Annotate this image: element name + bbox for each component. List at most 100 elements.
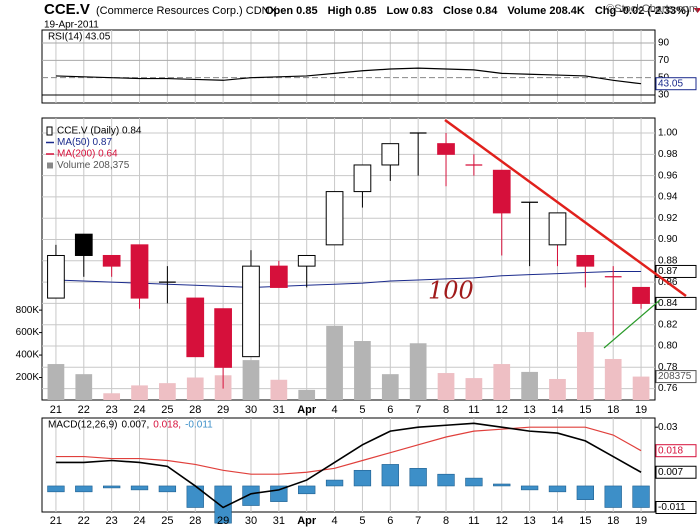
- value-box: 208375: [655, 370, 697, 384]
- x-tick-label: 5: [359, 515, 365, 527]
- x-tick-label: 30: [245, 404, 257, 416]
- legend-icon: [46, 126, 53, 136]
- x-tick-label: 24: [133, 404, 145, 416]
- histogram-bar: [409, 468, 427, 487]
- volume-bar: [159, 383, 176, 400]
- volume-bar: [632, 376, 650, 400]
- value-box-bg: [655, 444, 697, 458]
- candle-body: [74, 233, 93, 256]
- y-tick-label: 0.76: [658, 383, 678, 394]
- y2-tick-label: 400K: [16, 350, 40, 361]
- y-tick-label: 90: [658, 38, 670, 49]
- x-tick-label: 29: [217, 515, 229, 527]
- x-tick-label: 29: [217, 404, 229, 416]
- candle: [269, 260, 288, 288]
- legend-label: MA(50) 0.87: [57, 137, 112, 148]
- value-box: -0.011: [655, 500, 697, 514]
- histogram-bar: [576, 485, 594, 500]
- y-tick-label: 0.80: [658, 341, 678, 352]
- x-tick-label: 6: [387, 404, 393, 416]
- volume-bar: [354, 341, 371, 400]
- y2-tick-label: 200K: [16, 372, 40, 383]
- quote-item: High 0.85: [328, 5, 377, 17]
- candle: [521, 201, 538, 267]
- x-tick-label: 25: [161, 404, 173, 416]
- quote: Open 0.85 High 0.85 Low 0.83 Close 0.84 Volu…: [265, 5, 700, 17]
- ma-line: [55, 270, 642, 288]
- x-tick-label: 15: [579, 515, 591, 527]
- panel-frame: [41, 29, 656, 104]
- value-box-bg: [655, 370, 697, 384]
- candle: [492, 169, 511, 256]
- volume-bar: [186, 377, 204, 400]
- x-tick-label: 7: [415, 404, 421, 416]
- panel-frame: [41, 417, 656, 513]
- volume-bar: [47, 364, 65, 400]
- value-box: 0.007: [655, 465, 697, 479]
- value-box-bg: [655, 500, 697, 514]
- volume-bar: [437, 373, 455, 400]
- change-arrow: [693, 8, 700, 13]
- x-tick-label: 24: [133, 515, 145, 527]
- x-tick-label: 12: [496, 404, 508, 416]
- annotation: 100: [428, 277, 474, 305]
- x-tick-label: 31: [273, 404, 285, 416]
- y-tick-label: 0.94: [658, 192, 678, 203]
- volume-bar: [576, 332, 594, 400]
- histogram-bar: [325, 479, 344, 487]
- value-box-bg: [655, 77, 697, 91]
- macd-title: MACD(12,26,9): [48, 420, 117, 431]
- candle-body: [297, 254, 316, 267]
- quote-item: Volume 208.4K: [507, 5, 584, 17]
- candle: [186, 297, 205, 358]
- y-tick-label: 0.03: [658, 422, 678, 433]
- histogram-bar: [465, 477, 483, 487]
- volume-bar: [381, 374, 399, 400]
- quote-item: Chg -0.02 (-2.33%): [595, 5, 690, 17]
- x-tick-label: 13: [523, 404, 535, 416]
- macd-title: 0.007,: [121, 420, 149, 431]
- candle: [159, 266, 176, 304]
- value-box-bg: [655, 465, 697, 479]
- candle: [604, 266, 622, 336]
- volume-bar: [103, 393, 121, 400]
- candle: [437, 133, 455, 187]
- x-tick-label: 6: [387, 515, 393, 527]
- volume-bar: [604, 358, 622, 400]
- x-tick-label: 4: [332, 404, 338, 416]
- candle: [242, 250, 260, 358]
- volume-bar: [298, 389, 316, 400]
- value-box-label: 43.05: [658, 78, 683, 89]
- candle: [353, 164, 372, 208]
- quote-item: Close 0.84: [443, 5, 498, 17]
- candle-body: [186, 297, 205, 358]
- x-tick-label: 23: [106, 404, 118, 416]
- histogram-bar: [103, 485, 121, 489]
- x-tick-label: 31: [273, 515, 285, 527]
- value-box: 0.018: [655, 444, 697, 458]
- x-tick-label: 8: [443, 515, 449, 527]
- y2-tick-label: 600K: [16, 327, 40, 338]
- x-tick-label: 11: [468, 404, 479, 416]
- histogram-bar: [548, 485, 567, 493]
- candle-body: [102, 254, 121, 267]
- credit: ©StockCharts.com: [606, 3, 698, 15]
- histogram-bar: [75, 485, 93, 493]
- volume-bar: [465, 378, 483, 400]
- value-box: 43.05: [655, 77, 697, 91]
- candle-body: [130, 244, 149, 299]
- symbol: CCE.V: [44, 1, 90, 18]
- candle: [47, 244, 65, 299]
- x-tick-label: 22: [78, 515, 90, 527]
- company-name: (Commerce Resources Corp.) CDNX: [96, 5, 278, 17]
- trend-line: [444, 118, 687, 298]
- volume-bar: [549, 378, 566, 400]
- x-tick-label: 11: [468, 515, 479, 527]
- candle: [576, 254, 595, 288]
- y-tick-label: 0.82: [658, 319, 678, 330]
- candle-body: [242, 265, 260, 358]
- candle-body: [214, 308, 232, 368]
- x-tick-label: 22: [78, 404, 90, 416]
- histogram-bar: [437, 473, 455, 487]
- quote-item: Open 0.85: [265, 5, 318, 17]
